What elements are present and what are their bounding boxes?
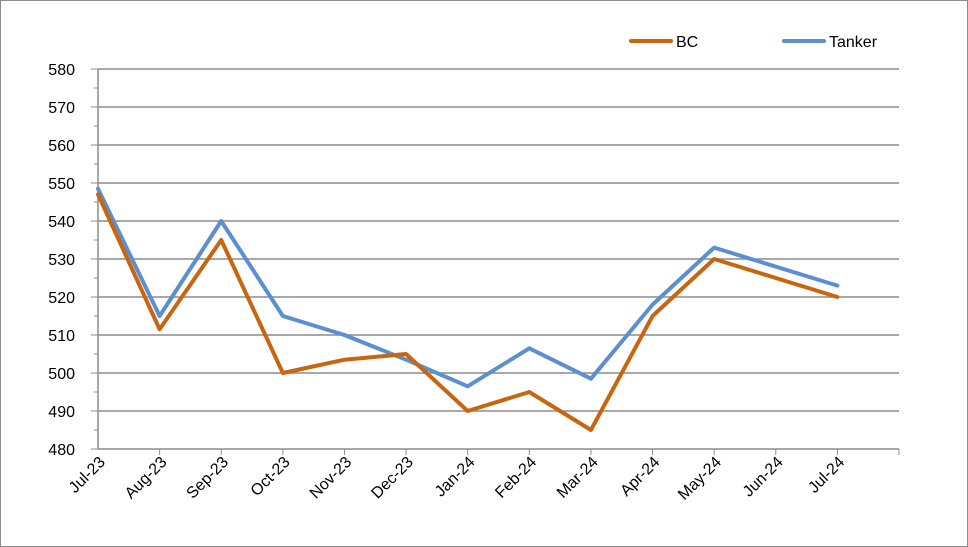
legend-label-tanker: Tanker [829, 34, 878, 51]
series-lines [96, 186, 840, 432]
x-tick-label: Aug-23 [122, 454, 171, 503]
axes: 480 490 500 510 520 530 540 550 560 570 580 Jul-23 A… [48, 62, 900, 504]
x-tick-label: Dec-23 [368, 454, 417, 503]
y-tick-label: 500 [48, 366, 75, 383]
x-tick-label: May-24 [675, 454, 725, 504]
y-tick-label: 480 [48, 442, 75, 459]
x-tick-label: Jul-24 [805, 454, 848, 497]
y-tick-label: 520 [48, 290, 75, 307]
y-tick-label: 510 [48, 328, 75, 345]
y-tick-label: 560 [48, 138, 75, 155]
y-tick-label: 490 [48, 404, 75, 421]
x-tick-label: Mar-24 [554, 454, 602, 502]
y-tick-label: 530 [48, 252, 75, 269]
series-line-bc [96, 192, 840, 432]
y-tick-label: 550 [48, 176, 75, 193]
x-tick-label: Oct-23 [248, 454, 294, 500]
y-tick-label: 580 [48, 62, 75, 79]
x-tick-label: Jun-24 [740, 454, 787, 501]
y-tick-label: 570 [48, 100, 75, 117]
y-tick-label: 540 [48, 214, 75, 231]
x-tick-label: Apr-24 [617, 454, 663, 500]
legend-label-bc: BC [676, 34, 698, 51]
x-tick-label: Nov-23 [307, 454, 356, 503]
x-tick-label: Feb-24 [492, 454, 540, 502]
series-line-tanker [96, 186, 840, 389]
x-tick-label: Jul-23 [66, 454, 109, 497]
gridlines [98, 68, 899, 412]
legend: BC Tanker [629, 34, 878, 51]
x-tick-label: Sep-23 [184, 454, 233, 503]
x-tick-label: Jan-24 [432, 454, 479, 501]
